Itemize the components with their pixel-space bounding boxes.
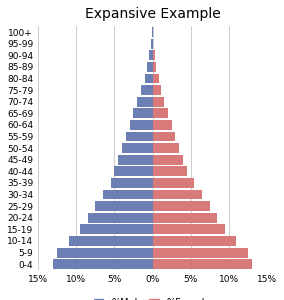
- Bar: [122, 143, 153, 153]
- Bar: [153, 248, 248, 257]
- Bar: [53, 259, 153, 269]
- Bar: [153, 178, 195, 188]
- Bar: [103, 190, 153, 200]
- Bar: [145, 74, 153, 83]
- Bar: [153, 74, 159, 83]
- Bar: [153, 120, 172, 130]
- Bar: [80, 224, 153, 234]
- Bar: [153, 201, 210, 211]
- Bar: [152, 27, 153, 37]
- Bar: [153, 108, 168, 118]
- Bar: [147, 62, 153, 72]
- Bar: [68, 236, 153, 246]
- Bar: [149, 50, 153, 60]
- Bar: [153, 155, 183, 165]
- Legend: %Male, %Female: %Male, %Female: [90, 294, 215, 300]
- Title: Expansive Example: Expansive Example: [85, 7, 220, 21]
- Bar: [153, 190, 202, 200]
- Bar: [88, 213, 153, 223]
- Bar: [153, 259, 252, 269]
- Bar: [153, 62, 156, 72]
- Bar: [130, 120, 153, 130]
- Bar: [141, 85, 153, 95]
- Bar: [153, 97, 164, 106]
- Bar: [153, 167, 187, 176]
- Bar: [137, 97, 153, 106]
- Bar: [153, 85, 161, 95]
- Bar: [57, 248, 153, 257]
- Bar: [153, 224, 225, 234]
- Bar: [153, 132, 176, 142]
- Bar: [114, 167, 153, 176]
- Bar: [133, 108, 153, 118]
- Bar: [126, 132, 153, 142]
- Bar: [153, 213, 217, 223]
- Bar: [95, 201, 153, 211]
- Bar: [153, 143, 179, 153]
- Bar: [153, 50, 155, 60]
- Bar: [153, 236, 237, 246]
- Bar: [151, 39, 153, 49]
- Bar: [110, 178, 153, 188]
- Bar: [118, 155, 153, 165]
